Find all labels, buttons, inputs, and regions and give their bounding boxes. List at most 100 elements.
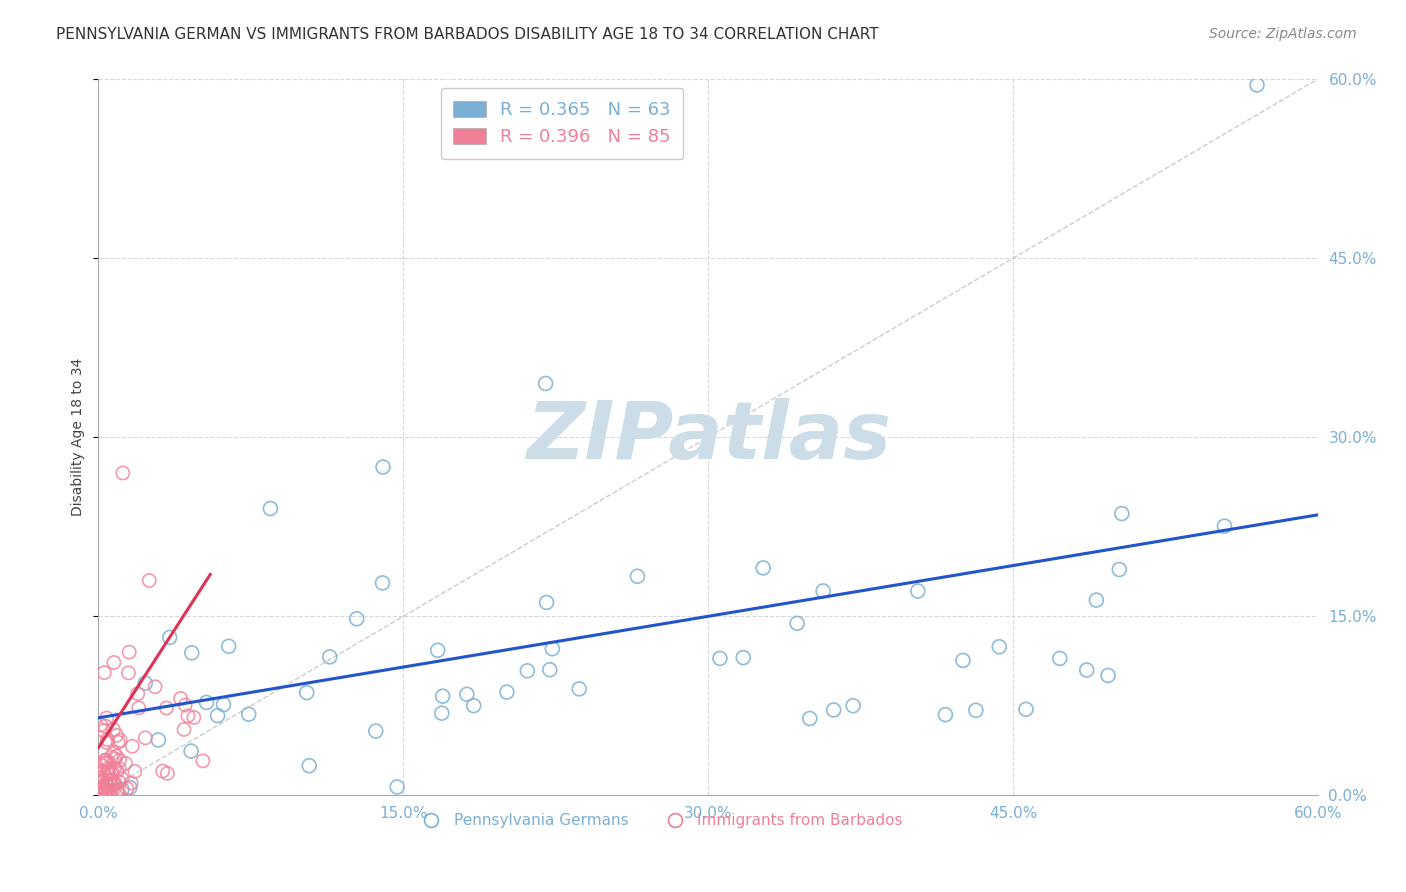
Point — [101, 764, 124, 779]
Point — [195, 695, 218, 709]
Point — [1111, 507, 1133, 521]
Point — [98, 773, 121, 788]
Point — [496, 685, 519, 699]
Point — [96, 761, 118, 775]
Point — [96, 732, 118, 747]
Point — [100, 750, 122, 764]
Point — [89, 773, 111, 788]
Point — [709, 651, 731, 665]
Point — [456, 687, 478, 701]
Point — [1076, 663, 1098, 677]
Point — [159, 631, 181, 645]
Point — [90, 787, 112, 801]
Point — [463, 698, 485, 713]
Point — [97, 785, 120, 799]
Point — [799, 711, 821, 725]
Point — [127, 687, 149, 701]
Point — [177, 709, 200, 723]
Point — [156, 766, 179, 780]
Point — [96, 777, 118, 791]
Point — [138, 574, 160, 588]
Point — [107, 735, 129, 749]
Point — [108, 753, 131, 767]
Point — [218, 640, 240, 654]
Point — [103, 778, 125, 792]
Point — [541, 641, 564, 656]
Point — [110, 733, 132, 747]
Point — [733, 650, 755, 665]
Point — [516, 664, 538, 678]
Text: PENNSYLVANIA GERMAN VS IMMIGRANTS FROM BARBADOS DISABILITY AGE 18 TO 34 CORRELAT: PENNSYLVANIA GERMAN VS IMMIGRANTS FROM B… — [56, 27, 879, 42]
Point — [94, 753, 117, 767]
Point — [91, 773, 114, 788]
Point — [952, 653, 974, 667]
Point — [93, 665, 115, 680]
Point — [115, 781, 138, 796]
Point — [907, 584, 929, 599]
Point — [96, 780, 118, 794]
Point — [1108, 562, 1130, 576]
Point — [100, 773, 122, 788]
Point — [98, 773, 121, 788]
Point — [568, 681, 591, 696]
Point — [786, 616, 808, 631]
Point — [103, 723, 125, 737]
Point — [934, 707, 956, 722]
Point — [93, 756, 115, 770]
Point — [842, 698, 865, 713]
Point — [752, 561, 775, 575]
Point — [94, 777, 117, 791]
Point — [1213, 519, 1236, 533]
Point — [118, 780, 141, 795]
Point — [174, 698, 197, 712]
Point — [89, 718, 111, 732]
Point — [169, 691, 191, 706]
Point — [1049, 651, 1071, 665]
Point — [96, 753, 118, 767]
Point — [538, 663, 561, 677]
Point — [103, 656, 125, 670]
Point — [105, 728, 128, 742]
Point — [114, 756, 136, 771]
Point — [89, 767, 111, 781]
Point — [371, 460, 394, 475]
Point — [180, 744, 202, 758]
Point — [93, 723, 115, 738]
Point — [173, 723, 195, 737]
Point — [183, 710, 205, 724]
Point — [89, 775, 111, 789]
Text: ZIPatlas: ZIPatlas — [526, 398, 891, 476]
Point — [107, 785, 129, 799]
Point — [180, 646, 202, 660]
Point — [155, 701, 177, 715]
Point — [94, 719, 117, 733]
Point — [134, 731, 156, 745]
Point — [91, 771, 114, 785]
Point — [1097, 668, 1119, 682]
Point — [432, 689, 454, 703]
Point — [1015, 702, 1038, 716]
Point — [98, 784, 121, 798]
Point — [91, 764, 114, 779]
Point — [1085, 593, 1108, 607]
Point — [536, 595, 558, 609]
Point — [111, 782, 134, 797]
Point — [94, 783, 117, 797]
Point — [120, 776, 142, 790]
Point — [93, 780, 115, 794]
Point — [134, 676, 156, 690]
Point — [90, 775, 112, 789]
Point — [385, 780, 408, 794]
Point — [371, 575, 394, 590]
Point — [104, 776, 127, 790]
Point — [104, 752, 127, 766]
Point — [238, 707, 260, 722]
Point — [108, 787, 131, 801]
Point — [207, 708, 229, 723]
Point — [98, 783, 121, 797]
Point — [96, 711, 118, 725]
Point — [1246, 78, 1268, 92]
Point — [191, 754, 214, 768]
Point — [364, 724, 387, 739]
Text: Source: ZipAtlas.com: Source: ZipAtlas.com — [1209, 27, 1357, 41]
